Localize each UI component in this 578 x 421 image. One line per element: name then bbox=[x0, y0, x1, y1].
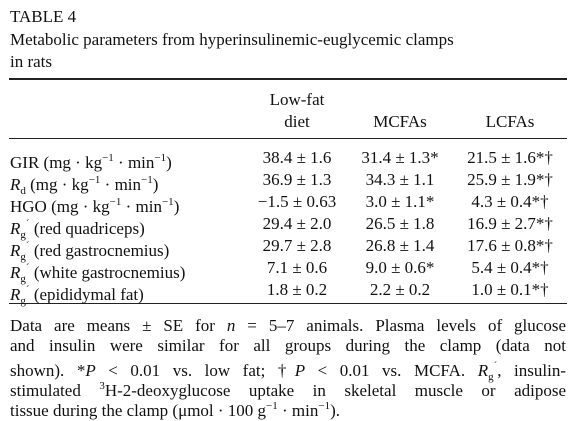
text-run: Data are means ± SE for bbox=[10, 316, 227, 335]
row-label: Rg´ (red quadriceps) bbox=[10, 214, 145, 245]
cell: 21.5 ± 1.6*† bbox=[467, 148, 553, 167]
styled-run: R bbox=[10, 241, 21, 260]
styled-run: R bbox=[477, 361, 489, 380]
styled-run: −1 bbox=[161, 196, 174, 208]
styled-run: R bbox=[10, 263, 21, 282]
text-run: (mg · kg bbox=[25, 175, 89, 194]
cell: 29.7 ± 2.8 bbox=[262, 236, 332, 255]
cell: 25.9 ± 1.9*† bbox=[467, 170, 553, 189]
cell: −1.5 ± 0.63 bbox=[257, 192, 337, 211]
footnote-line: stimulated 3H-2-deoxyglucose uptake in s… bbox=[10, 376, 566, 401]
text-run: (epididymal fat) bbox=[29, 285, 144, 304]
rule bbox=[9, 78, 567, 80]
text-run: GIR (mg · kg bbox=[10, 153, 103, 172]
row-label: Rg´ (red gastrocnemius) bbox=[10, 236, 169, 267]
text-run: < 0.01 vs. low fat; † bbox=[95, 361, 295, 380]
cell: 26.8 ± 1.4 bbox=[365, 236, 435, 255]
cell: 9.0 ± 0.6* bbox=[365, 258, 435, 277]
text-run: stimulated bbox=[10, 381, 100, 400]
row-label: Rd (mg · kg−1 · min−1) bbox=[10, 170, 158, 201]
text-run: ) bbox=[173, 197, 180, 216]
row-label: Rg´ (white gastrocnemius) bbox=[10, 258, 185, 289]
text-run: (red quadriceps) bbox=[29, 219, 145, 238]
styled-run: ´ bbox=[493, 360, 498, 372]
cell: 1.8 ± 0.2 bbox=[266, 280, 328, 299]
text-run: (red gastrocnemius) bbox=[29, 241, 170, 260]
styled-run: g bbox=[488, 371, 494, 383]
text-run: ). bbox=[330, 401, 341, 420]
styled-run: −1 bbox=[141, 174, 153, 186]
styled-run: −1 bbox=[102, 152, 114, 164]
styled-run: −1 bbox=[266, 400, 278, 412]
styled-run: −1 bbox=[154, 152, 167, 164]
styled-run: 3 bbox=[99, 380, 105, 392]
text-run: tissue during the clamp (μmol · 100 g bbox=[10, 401, 267, 420]
text-run: · min bbox=[121, 197, 162, 216]
cell: 16.9 ± 2.7*† bbox=[467, 214, 553, 233]
cell: 31.4 ± 1.3* bbox=[361, 148, 439, 167]
styled-run: −1 bbox=[88, 174, 101, 186]
cell: 36.9 ± 1.3 bbox=[262, 170, 332, 189]
rule bbox=[9, 303, 567, 304]
caption-line: in rats bbox=[10, 52, 53, 71]
styled-run: g bbox=[20, 229, 26, 241]
footnote-line: Data are means ± SE for n = 5–7 animals.… bbox=[10, 316, 566, 336]
cell: 4.3 ± 0.4*† bbox=[471, 192, 549, 211]
styled-run: R bbox=[10, 219, 21, 238]
styled-run: n bbox=[226, 316, 236, 335]
styled-run: g bbox=[20, 251, 26, 263]
footnote-line: and insulin were similar for all groups … bbox=[10, 336, 566, 356]
styled-run: ´ bbox=[25, 284, 30, 296]
text-run: ) bbox=[166, 153, 172, 172]
row-label: HGO (mg · kg−1 · min−1) bbox=[10, 192, 179, 217]
footnote-line: tissue during the clamp (μmol · 100 g−1 … bbox=[10, 396, 340, 421]
rule bbox=[9, 138, 567, 139]
cell: 1.0 ± 0.1*† bbox=[471, 280, 549, 299]
caption-line: Metabolic parameters from hyperinsulinem… bbox=[10, 30, 454, 49]
text-run: H-2-deoxyglucose uptake in skeletal musc… bbox=[104, 381, 566, 400]
cell: 3.0 ± 1.1* bbox=[365, 192, 435, 211]
styled-run: P bbox=[294, 361, 306, 380]
styled-run: ´ bbox=[25, 262, 30, 274]
text-run: , insulin- bbox=[497, 361, 566, 380]
cell: 34.3 ± 1.1 bbox=[365, 170, 435, 189]
cell: 29.4 ± 2.0 bbox=[262, 214, 332, 233]
styled-run: g bbox=[20, 295, 26, 307]
text-run: and insulin were similar for all groups … bbox=[10, 336, 566, 355]
styled-run: g bbox=[20, 273, 26, 285]
styled-run: d bbox=[20, 185, 26, 197]
styled-run: R bbox=[10, 285, 21, 304]
row-label: Rg´ (epididymal fat) bbox=[10, 280, 144, 311]
styled-run: −1 bbox=[318, 400, 331, 412]
table-label: TABLE 4 bbox=[10, 7, 77, 26]
styled-run: ´ bbox=[25, 240, 30, 252]
cell: 38.4 ± 1.6 bbox=[262, 148, 332, 167]
column-header: LCFAs bbox=[485, 112, 535, 131]
text-run: HGO (mg · kg bbox=[10, 197, 110, 216]
styled-run: −1 bbox=[109, 196, 122, 208]
styled-run: R bbox=[10, 175, 21, 194]
text-run: · min bbox=[277, 401, 319, 420]
cell: 26.5 ± 1.8 bbox=[365, 214, 435, 233]
text-run: (white gastrocnemius) bbox=[29, 263, 186, 282]
styled-run: ´ bbox=[25, 218, 30, 230]
column-header: Low-fat bbox=[269, 90, 325, 109]
column-header: diet bbox=[284, 112, 310, 131]
footnote-line: shown). *P < 0.01 vs. low fat; †P < 0.01… bbox=[10, 356, 566, 387]
text-run: ) bbox=[152, 175, 159, 194]
cell: 7.1 ± 0.6 bbox=[266, 258, 328, 277]
text-run: · min bbox=[113, 153, 155, 172]
text-run: · min bbox=[100, 175, 142, 194]
text-run: < 0.01 vs. MCFA. bbox=[305, 361, 478, 380]
text-run: shown). * bbox=[10, 361, 86, 380]
text-run: = 5–7 animals. Plasma levels of glucose bbox=[235, 316, 566, 335]
styled-run: P bbox=[85, 361, 96, 380]
row-label: GIR (mg · kg−1 · min−1) bbox=[10, 148, 172, 173]
cell: 2.2 ± 0.2 bbox=[369, 280, 431, 299]
cell: 5.4 ± 0.4*† bbox=[471, 258, 549, 277]
column-header: MCFAs bbox=[373, 112, 427, 131]
cell: 17.6 ± 0.8*† bbox=[467, 236, 553, 255]
